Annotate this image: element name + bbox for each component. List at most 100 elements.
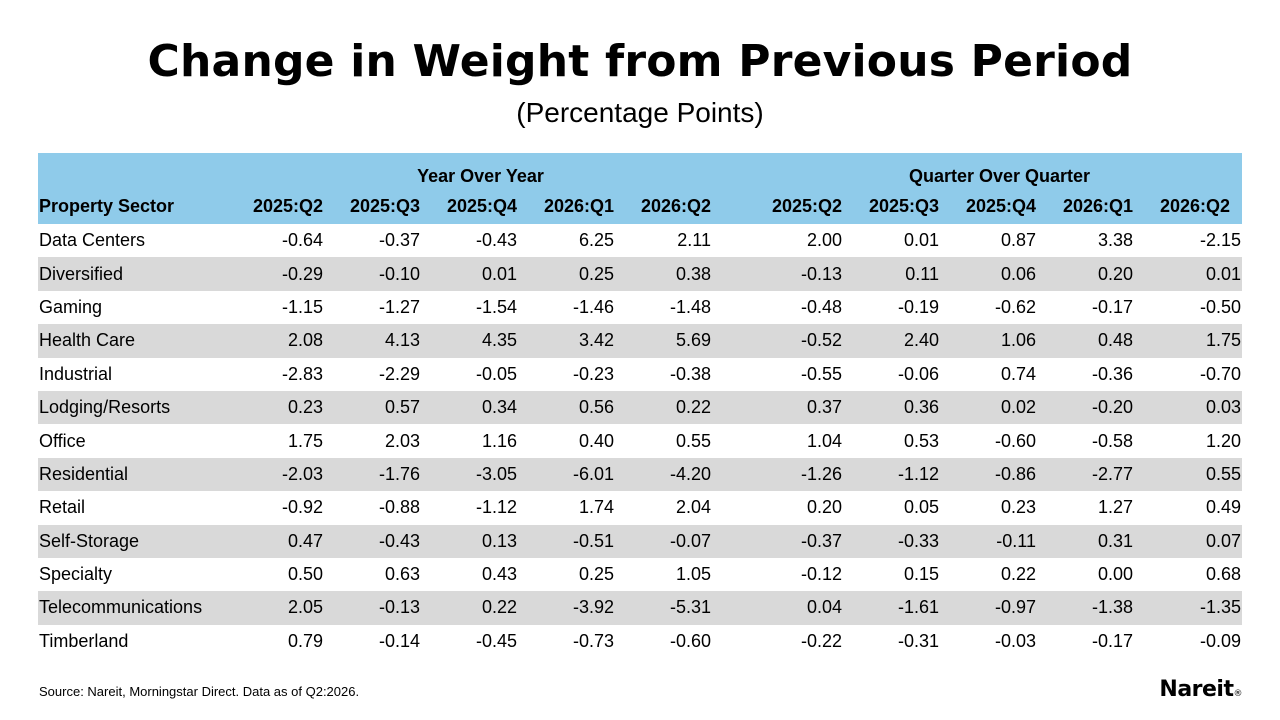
gap-cell [723, 358, 757, 391]
yoy-value-cell: -0.88 [378, 497, 420, 518]
yoy-value-cell: -0.05 [475, 363, 517, 384]
qoq-value-cell: -0.70 [1200, 363, 1242, 384]
yoy-value-cell: -1.48 [669, 296, 711, 317]
yoy-value-cell: -0.45 [475, 630, 517, 651]
column-header-qoq-2026-q2: 2026:Q2 [1160, 196, 1231, 216]
yoy-value-cell: 6.25 [578, 230, 614, 251]
table-row: Health Care 2.08 4.13 4.35 3.42 5.69 -0.52 2.40… [38, 324, 1243, 358]
qoq-value-cell: 0.31 [1097, 530, 1133, 551]
yoy-value-cell: -0.29 [281, 263, 323, 284]
table-row: Office 1.75 2.03 1.16 0.40 0.55 1.04 0.53 -0.60 -… [38, 424, 1242, 457]
yoy-value-cell: 5.69 [675, 330, 711, 351]
column-header-yoy-2025-q2: 2025:Q2 [252, 196, 323, 216]
yoy-value-cell: 0.25 [578, 564, 614, 585]
yoy-value-cell: 4.35 [481, 330, 517, 351]
qoq-value-cell: 0.37 [806, 397, 842, 418]
qoq-value-cell: 0.53 [903, 430, 939, 451]
qoq-value-cell: 1.27 [1097, 497, 1133, 518]
yoy-value-cell: 3.42 [578, 330, 614, 351]
qoq-value-cell: -0.12 [800, 564, 842, 585]
source-note: Source: Nareit, Morningstar Direct. Data… [39, 684, 360, 699]
yoy-value-cell: 2.04 [675, 497, 711, 518]
qoq-value-cell: 0.11 [905, 263, 939, 284]
yoy-value-cell: -0.64 [281, 230, 323, 251]
qoq-value-cell: 0.15 [903, 564, 939, 585]
qoq-value-cell: 0.55 [1206, 463, 1242, 484]
qoq-value-cell: -0.86 [994, 463, 1036, 484]
sector-cell: Timberland [39, 630, 129, 651]
yoy-value-cell: -3.92 [572, 597, 614, 618]
sector-cell: Industrial [39, 363, 113, 384]
chart-subtitle: (Percentage Points) [516, 97, 764, 128]
yoy-value-cell: -6.01 [572, 463, 614, 484]
qoq-value-cell: 0.01 [903, 230, 939, 251]
sector-cell: Health Care [39, 330, 136, 351]
yoy-value-cell: -0.38 [669, 363, 711, 384]
yoy-value-cell: 0.34 [481, 397, 517, 418]
yoy-value-cell: 2.03 [384, 430, 420, 451]
column-header-gap [723, 189, 757, 224]
yoy-value-cell: 2.08 [287, 330, 323, 351]
logo-text: Nareit [1159, 677, 1234, 702]
yoy-value-cell: 0.57 [384, 397, 420, 418]
gap-cell [723, 291, 757, 324]
column-header-qoq-2025-q3: 2025:Q3 [868, 196, 939, 216]
qoq-value-cell: 0.04 [806, 597, 842, 618]
qoq-value-cell: -0.13 [800, 263, 842, 284]
yoy-value-cell: 1.74 [578, 497, 614, 518]
yoy-value-cell: 0.40 [578, 430, 614, 451]
qoq-value-cell: -0.20 [1091, 397, 1133, 418]
table-body: Data Centers -0.64 -0.37 -0.43 6.25 2.11 2.00 0… [38, 224, 1243, 658]
yoy-value-cell: -2.29 [378, 363, 420, 384]
gap-cell [723, 257, 757, 290]
gap-cell [723, 525, 757, 558]
yoy-value-cell: -4.20 [669, 463, 711, 484]
qoq-value-cell: 0.05 [903, 497, 939, 518]
gap-cell [723, 324, 757, 357]
qoq-value-cell: -0.19 [897, 296, 939, 317]
qoq-value-cell: 2.40 [903, 330, 939, 351]
yoy-value-cell: -1.54 [475, 296, 517, 317]
sector-cell: Office [39, 430, 86, 451]
qoq-value-cell: 0.20 [1097, 263, 1133, 284]
column-header-qoq-2025-q2: 2025:Q2 [771, 196, 842, 216]
qoq-value-cell: -0.36 [1091, 363, 1133, 384]
qoq-value-cell: -0.37 [800, 530, 842, 551]
column-header-yoy-2026-q1: 2026:Q1 [543, 196, 614, 216]
qoq-value-cell: -0.33 [897, 530, 939, 551]
gap-cell [723, 391, 757, 424]
qoq-value-cell: -0.55 [800, 363, 842, 384]
qoq-value-cell: 0.36 [903, 397, 939, 418]
chart-title: Change in Weight from Previous Period [147, 36, 1133, 87]
qoq-value-cell: 0.07 [1206, 530, 1242, 551]
yoy-value-cell: 0.55 [675, 430, 711, 451]
yoy-value-cell: 0.79 [287, 630, 323, 651]
column-header-row: Property Sector 2025:Q2 2025:Q3 2025:Q4 202… [38, 189, 1243, 224]
yoy-value-cell: -0.10 [378, 263, 420, 284]
yoy-value-cell: 0.22 [481, 597, 517, 618]
sector-cell: Specialty [39, 564, 113, 585]
yoy-value-cell: 0.23 [287, 397, 323, 418]
qoq-value-cell: -1.12 [897, 463, 939, 484]
yoy-value-cell: -1.76 [378, 463, 420, 484]
column-header-qoq-2026-q1: 2026:Q1 [1062, 196, 1133, 216]
sector-cell: Telecommunications [39, 597, 203, 618]
yoy-value-cell: 0.56 [578, 397, 614, 418]
yoy-value-cell: -0.60 [669, 630, 711, 651]
yoy-value-cell: 1.16 [481, 430, 517, 451]
yoy-value-cell: 0.22 [675, 397, 711, 418]
group-spacer [38, 153, 238, 189]
qoq-value-cell: -1.38 [1091, 597, 1133, 618]
yoy-value-cell: 0.47 [287, 530, 323, 551]
table-row: Retail -0.92 -0.88 -1.12 1.74 2.04 0.20 0.05 0.2… [38, 491, 1242, 524]
qoq-value-cell: 3.38 [1097, 230, 1133, 251]
qoq-value-cell: -0.58 [1091, 430, 1133, 451]
qoq-value-cell: 0.03 [1206, 397, 1242, 418]
yoy-value-cell: -5.31 [669, 597, 711, 618]
qoq-value-cell: -2.15 [1200, 230, 1242, 251]
yoy-value-cell: -1.27 [378, 296, 420, 317]
yoy-value-cell: -3.05 [475, 463, 517, 484]
gap-cell [723, 558, 757, 591]
sector-cell: Data Centers [39, 230, 146, 251]
qoq-value-cell: 1.20 [1206, 430, 1242, 451]
